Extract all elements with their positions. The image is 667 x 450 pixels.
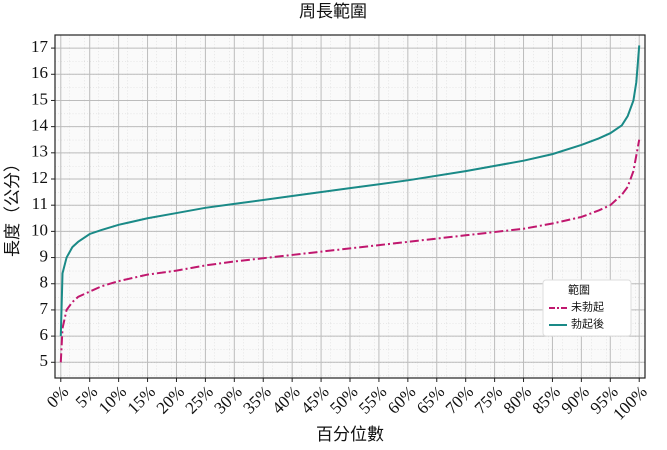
x-tick-label: 25% (182, 382, 217, 417)
x-tick-label: 65% (413, 382, 448, 417)
x-tick-label: 0% (43, 382, 72, 411)
x-tick-label: 40% (268, 382, 303, 417)
y-tick-label: 16 (31, 63, 48, 82)
x-tick-label: 90% (557, 382, 592, 417)
x-tick-label: 75% (471, 382, 506, 417)
y-tick-label: 11 (32, 194, 48, 213)
x-tick-label: 30% (210, 382, 245, 417)
x-tick-label: 80% (500, 382, 535, 417)
y-tick-label: 5 (40, 351, 49, 370)
y-axis-label: 長度（公分） (3, 155, 22, 257)
x-tick-label: 70% (442, 382, 477, 417)
x-tick-label: 55% (355, 382, 390, 417)
x-tick-label: 60% (384, 382, 419, 417)
x-tick-label: 35% (239, 382, 274, 417)
legend-label: 勃起後 (571, 317, 604, 331)
y-tick-label: 9 (40, 246, 49, 265)
series-line (59, 45, 641, 337)
legend-title: 範圍 (568, 283, 590, 297)
y-tick-label: 15 (31, 89, 48, 108)
plot-frame (54, 34, 646, 379)
y-tick-label: 7 (40, 299, 49, 318)
x-tick-label: 45% (297, 382, 332, 417)
y-tick-label: 14 (31, 116, 49, 135)
x-tick-label: 10% (95, 382, 130, 417)
y-tick-label: 17 (31, 37, 49, 56)
x-tick-label: 20% (153, 382, 188, 417)
x-axis-label: 百分位數 (316, 425, 384, 444)
legend-label: 未勃起 (571, 301, 604, 314)
series-line (59, 139, 641, 363)
y-tick-label: 8 (40, 273, 49, 292)
legend-box (542, 279, 632, 337)
x-tick-label: 15% (124, 382, 159, 417)
y-tick-label: 13 (31, 142, 48, 161)
x-tick-label: 85% (529, 382, 564, 417)
x-tick-label: 50% (326, 382, 361, 417)
y-tick-label: 6 (40, 325, 49, 344)
chart-title: 周長範圍 (299, 2, 367, 21)
y-tick-label: 12 (31, 168, 48, 187)
y-tick-label: 10 (31, 220, 48, 239)
x-tick-label: 100% (609, 382, 650, 423)
